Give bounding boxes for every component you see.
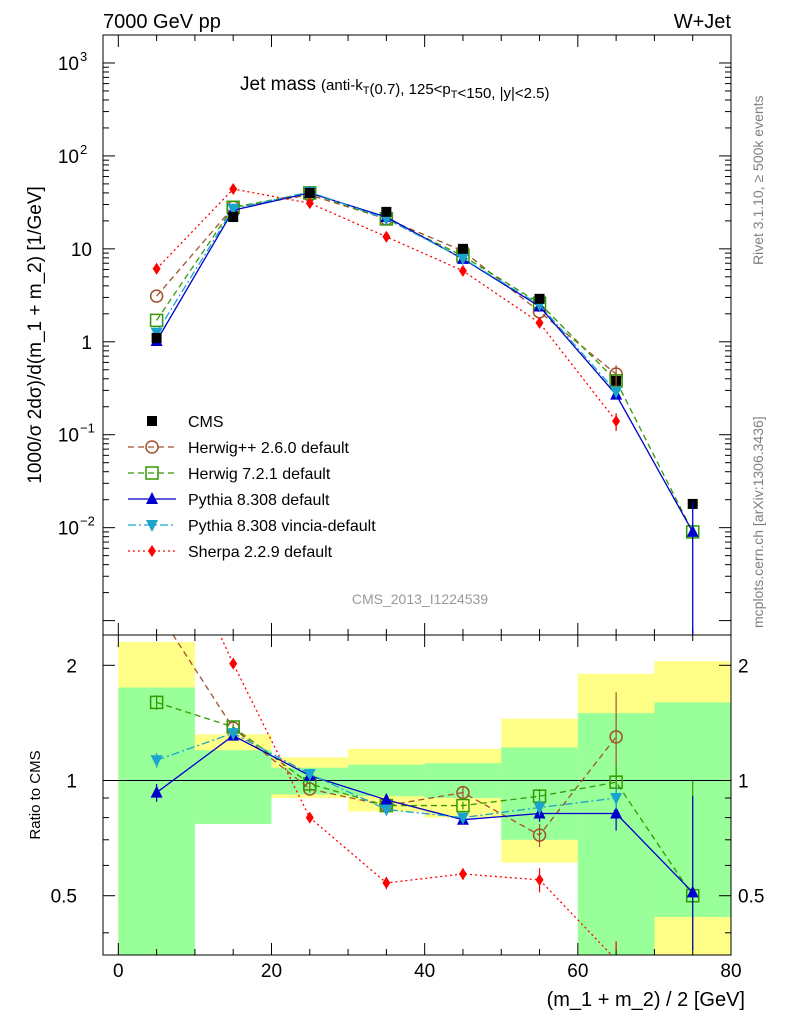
process-label: W+Jet: [674, 11, 732, 33]
series-point: [458, 264, 467, 277]
series-point: [305, 197, 314, 210]
y-tick-exponent: 3: [80, 49, 87, 64]
x-tick-label: 60: [567, 961, 588, 982]
mcplots-label: mcplots.cern.ch [arXiv:1306.3436]: [750, 416, 766, 628]
y-tick-label: 10: [58, 519, 79, 540]
x-axis-label: (m_1 + m_2) / 2 [GeV]: [547, 989, 745, 1011]
series-4: [152, 183, 621, 428]
legend-label: Pythia 8.308 vincia-default: [188, 518, 376, 535]
ratio-series-4: [219, 635, 617, 955]
ratio-tick-label-left: 2: [66, 656, 77, 677]
ratio-point: [382, 876, 391, 889]
legend-label: Pythia 8.308 default: [188, 492, 330, 509]
ratio-line: [156, 734, 694, 893]
legend-marker: [146, 520, 158, 532]
series-point: [380, 213, 393, 226]
ratio-point: [458, 867, 467, 880]
ratio-point: [303, 768, 316, 781]
ratio-point: [610, 806, 623, 819]
ratio-tick-label-right: 0.5: [738, 887, 764, 908]
analysis-watermark: CMS_2013_I1224539: [352, 591, 488, 607]
legend-label-data: CMS: [188, 414, 224, 431]
ratio-point: [229, 657, 238, 670]
series-3: [150, 186, 623, 399]
y-tick-label: 10: [58, 54, 79, 75]
ratio-series-3: [150, 728, 623, 825]
data-point: [534, 293, 545, 304]
series-point: [229, 183, 238, 196]
legend-marker: [146, 492, 158, 504]
data-point: [381, 206, 392, 217]
legend-marker: [145, 466, 159, 480]
ratio-point: [456, 798, 470, 813]
ratio-point: [150, 755, 163, 768]
data-point: [457, 243, 468, 254]
y-tick-label: 10: [58, 147, 79, 168]
legend-label: Sherpa 2.2.9 default: [188, 544, 333, 561]
y-tick-label: 10: [58, 426, 79, 447]
ratio-tick-label-right: 1: [738, 772, 749, 793]
energy-label: 7000 GeV pp: [103, 11, 221, 33]
series-point: [227, 203, 240, 216]
series-point: [152, 262, 161, 275]
x-tick-label: 20: [261, 961, 282, 982]
legend-label: Herwig 7.2.1 default: [188, 466, 331, 483]
ratio-point: [150, 785, 163, 798]
ratio-point: [535, 873, 544, 886]
ratio-point: [532, 828, 547, 842]
series-point: [382, 230, 391, 243]
x-tick-label: 40: [414, 961, 435, 982]
ratio-point: [456, 812, 469, 825]
data-point: [304, 187, 315, 198]
rivet-version-label: Rivet 3.1.10, ≥ 500k events: [750, 95, 766, 265]
ratio-plot-frame: [102, 634, 732, 956]
ratio-y-axis-label: Ratio to CMS: [27, 750, 44, 839]
uncertainty-band-inner: [194, 750, 272, 824]
series-point: [610, 386, 623, 399]
y-axis-label: 1000/σ 2dσ)/d(m_1 + m_2) [1/GeV]: [25, 186, 46, 484]
series-line: [156, 192, 694, 533]
ratio-point: [609, 730, 623, 744]
data-point: [151, 332, 162, 343]
legend-marker: [145, 440, 159, 454]
legend-marker-data: [147, 416, 157, 426]
data-points: [151, 187, 698, 509]
ratio-point: [305, 811, 314, 824]
ratio-point: [533, 802, 546, 815]
ratio-point: [380, 804, 393, 817]
uncertainty-band-inner: [118, 687, 195, 955]
series-point: [456, 253, 469, 266]
legend-marker: [148, 545, 156, 557]
ratio-tick-label-right: 2: [738, 656, 749, 677]
y-tick-exponent: −1: [80, 421, 95, 436]
series-point: [535, 316, 544, 329]
ratio-point: [227, 728, 240, 741]
ratio-point: [149, 695, 164, 710]
ratio-tick-label-left: 1: [66, 772, 77, 793]
y-tick-label: 10: [71, 240, 92, 261]
legend: CMS Herwig++ 2.6.0 default Herwig 7.2.1 de…: [128, 414, 376, 561]
series-1: [149, 186, 700, 539]
x-tick-label: 80: [720, 961, 741, 982]
series-point: [149, 313, 164, 328]
ratio-point: [686, 885, 699, 898]
ratio-tick-label-left: 0.5: [51, 887, 77, 908]
ratio-point: [456, 785, 470, 800]
y-tick-exponent: −2: [80, 514, 95, 529]
y-tick-exponent: 2: [80, 142, 87, 157]
y-tick-label: 1: [81, 333, 92, 354]
ratio-plot-panel: 0 20 40 60 80 0.5 0.5 1 1 2 2: [51, 634, 764, 982]
ratio-point: [380, 792, 393, 805]
chart-title: Jet mass (anti-kT(0.7), 125<pT<150, |y|<2…: [240, 74, 550, 102]
data-point: [228, 212, 239, 223]
ratio-point: [610, 793, 623, 806]
series-point: [149, 289, 164, 303]
ratio-line: [156, 701, 694, 897]
x-tick-label: 0: [113, 961, 124, 982]
legend-label: Herwig++ 2.6.0 default: [188, 440, 350, 457]
